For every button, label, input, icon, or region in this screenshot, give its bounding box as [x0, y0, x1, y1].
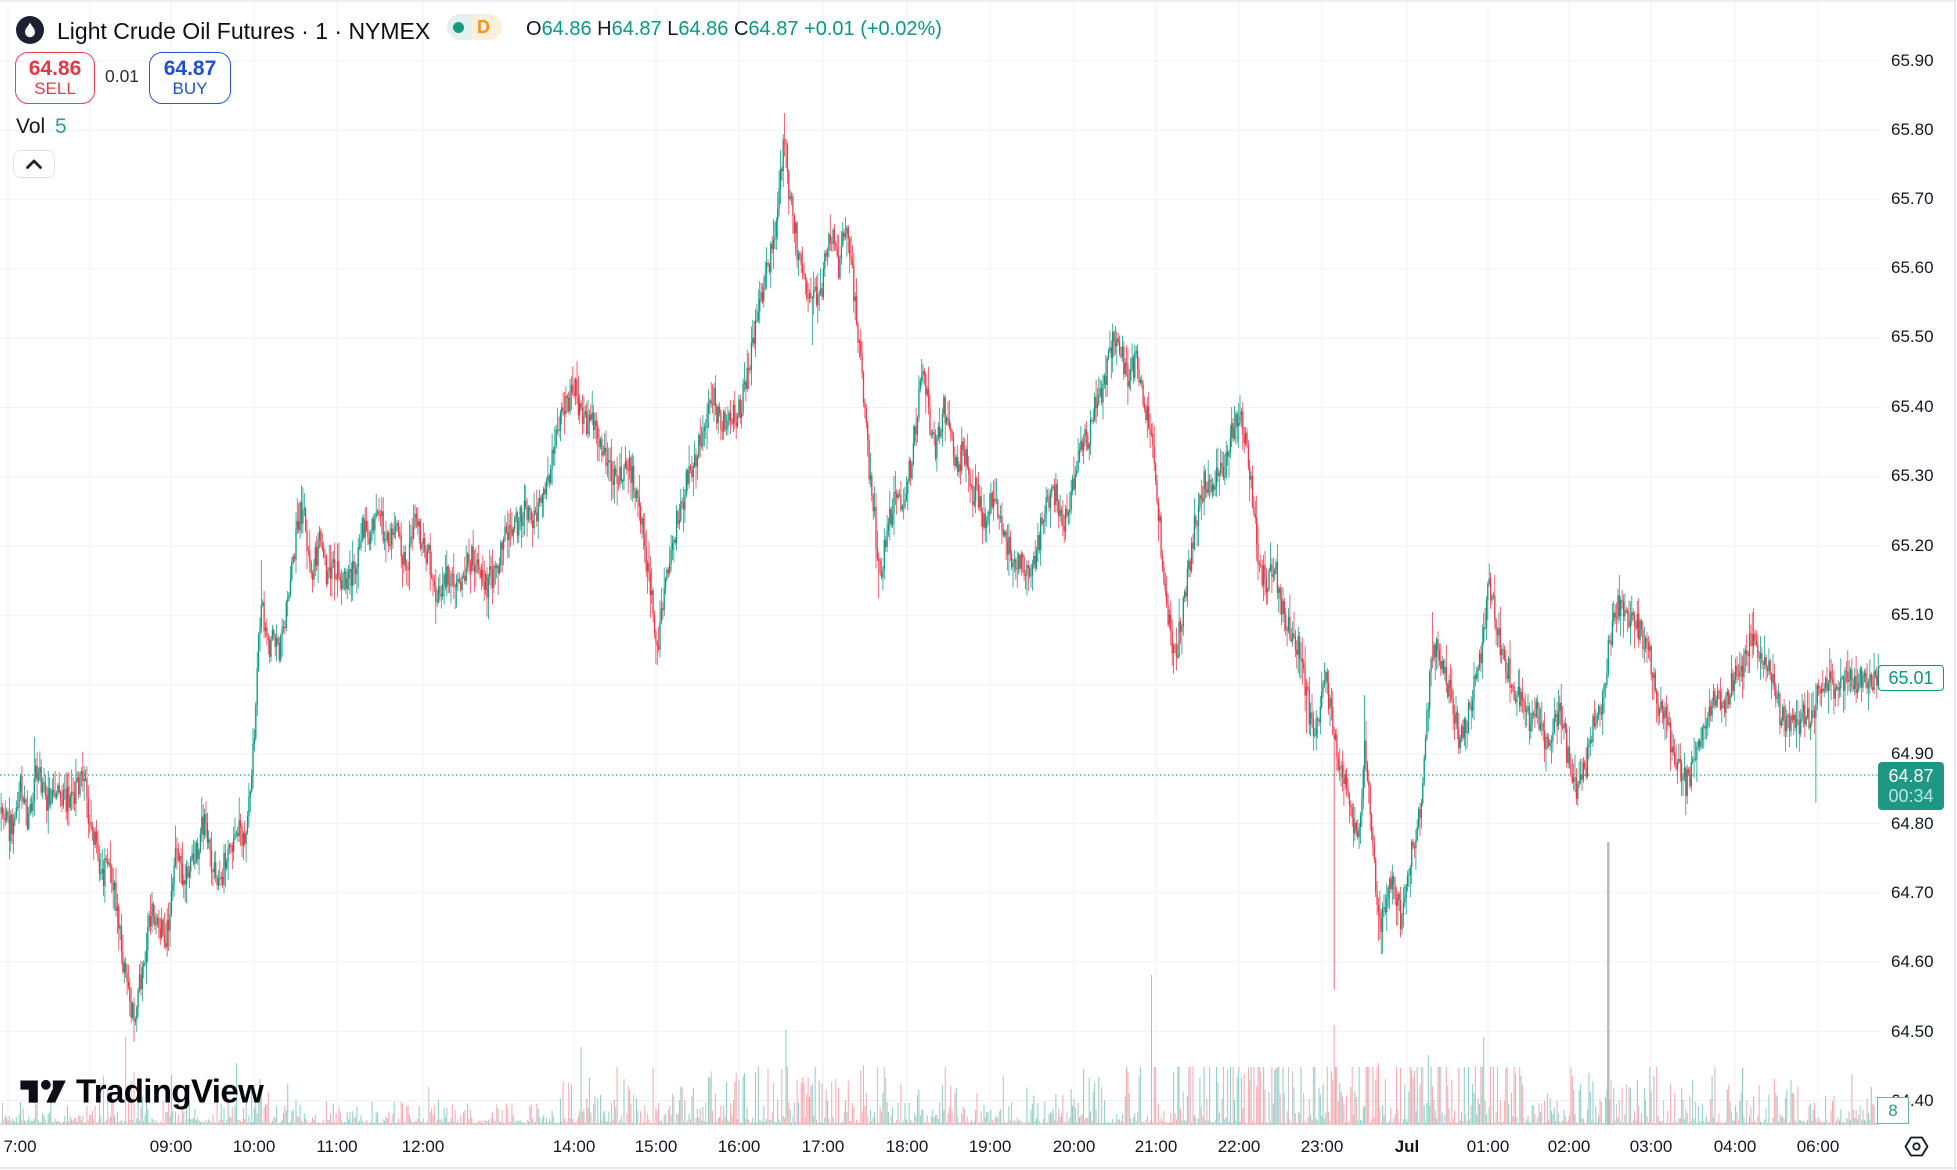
svg-text:TradingView: TradingView — [76, 1073, 264, 1110]
